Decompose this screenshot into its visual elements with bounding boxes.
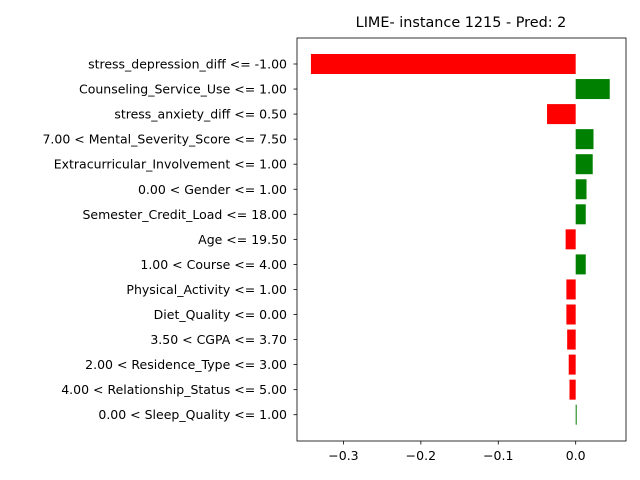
x-ticks: −0.3 −0.2 −0.1 0.0: [328, 441, 586, 463]
x-tick-label-1: −0.2: [406, 448, 436, 463]
plot-frame: [296, 37, 627, 442]
y-tick-label-14: 0.00 < Sleep_Quality <= 1.00: [98, 407, 287, 422]
bar-12: [568, 354, 576, 375]
y-tick-label-12: 2.00 < Residence_Type <= 3.00: [85, 357, 287, 372]
bar-11: [567, 329, 576, 350]
bar-10: [566, 304, 576, 325]
bar-4: [575, 154, 593, 175]
x-tick-label-3: 0.0: [566, 448, 586, 463]
bar-1: [575, 79, 610, 100]
bar-14: [575, 404, 577, 425]
y-tick-label-8: 1.00 < Course <= 4.00: [140, 257, 287, 272]
y-tick-label-13: 4.00 < Relationship_Status <= 5.00: [61, 382, 287, 397]
bar-7: [565, 229, 576, 250]
y-tick-label-10: Diet_Quality <= 0.00: [154, 307, 287, 322]
bar-0: [310, 54, 576, 74]
y-tick-label-3: 7.00 < Mental_Severity_Score <= 7.50: [42, 132, 287, 147]
x-tick-label-2: −0.1: [483, 448, 513, 463]
bar-8: [575, 254, 586, 275]
y-tick-label-2: stress_anxiety_diff <= 0.50: [114, 107, 287, 122]
bar-13: [569, 379, 576, 400]
bar-9: [566, 279, 576, 300]
y-tick-label-11: 3.50 < CGPA <= 3.70: [150, 332, 287, 347]
bar-6: [575, 204, 586, 225]
y-tick-label-1: Counseling_Service_Use <= 1.00: [79, 82, 287, 97]
y-tick-label-4: Extracurricular_Involvement <= 1.00: [54, 157, 287, 172]
x-tick-label-0: −0.3: [328, 448, 358, 463]
y-tick-label-7: Age <= 19.50: [198, 232, 287, 247]
y-tick-label-0: stress_depression_diff <= -1.00: [88, 57, 287, 72]
y-tick-label-6: Semester_Credit_Load <= 18.00: [83, 207, 288, 222]
y-tick-labels: stress_depression_diff <= -1.00 Counselin…: [42, 57, 297, 422]
bar-3: [575, 129, 594, 150]
chart-title: LIME- instance 1215 - Pred: 2: [356, 15, 567, 31]
bars-group: [310, 54, 610, 425]
bar-5: [575, 179, 587, 200]
y-tick-label-5: 0.00 < Gender <= 1.00: [138, 182, 287, 197]
y-tick-label-9: Physical_Activity <= 1.00: [126, 282, 287, 297]
bar-2: [547, 104, 576, 125]
